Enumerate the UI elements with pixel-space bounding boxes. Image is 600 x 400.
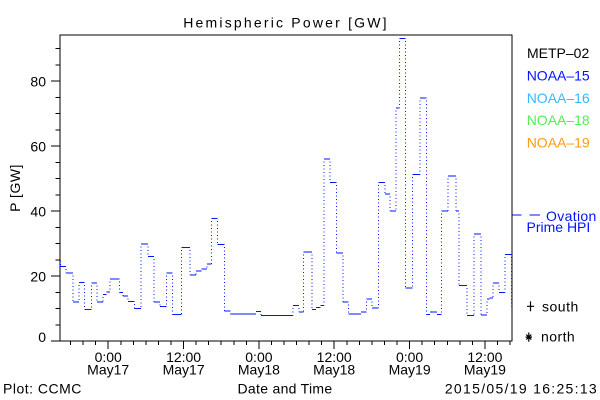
svg-text:0:00: 0:00 (396, 349, 423, 365)
svg-text:12:00: 12:00 (166, 349, 201, 365)
svg-text:0:00: 0:00 (95, 349, 122, 365)
svg-text:0:00: 0:00 (245, 349, 272, 365)
svg-text:May18: May18 (313, 362, 355, 378)
svg-text:40: 40 (30, 204, 46, 220)
svg-text:80: 80 (30, 74, 46, 90)
svg-text:May18: May18 (238, 362, 280, 378)
svg-text:Plot: CCMC: Plot: CCMC (3, 381, 82, 397)
svg-text:NOAA–19: NOAA–19 (527, 135, 590, 151)
svg-text:60: 60 (30, 139, 46, 155)
svg-text:south: south (542, 298, 579, 314)
svg-text:NOAA–16: NOAA–16 (527, 90, 590, 106)
svg-text:NOAA–18: NOAA–18 (527, 112, 590, 128)
svg-text:METP–02: METP–02 (527, 45, 589, 61)
svg-text:12:00: 12:00 (467, 349, 502, 365)
svg-text:May19: May19 (464, 362, 506, 378)
svg-text:north: north (541, 329, 575, 345)
svg-text:Prime HPI: Prime HPI (527, 219, 591, 235)
svg-text:0: 0 (38, 329, 46, 345)
svg-text:May17: May17 (163, 362, 205, 378)
svg-text:Hemispheric Power [GW]: Hemispheric Power [GW] (183, 15, 389, 31)
svg-text:2015/05/19 16:25:13: 2015/05/19 16:25:13 (445, 381, 598, 397)
svg-text:20: 20 (30, 269, 46, 285)
svg-text:May17: May17 (87, 362, 129, 378)
svg-text:May19: May19 (389, 362, 431, 378)
svg-text:Date and Time: Date and Time (238, 381, 333, 397)
svg-text:NOAA–15: NOAA–15 (527, 67, 590, 83)
svg-text:12:00: 12:00 (317, 349, 352, 365)
svg-text:P [GW]: P [GW] (7, 164, 23, 212)
svg-text:Ovation: Ovation (546, 208, 597, 224)
